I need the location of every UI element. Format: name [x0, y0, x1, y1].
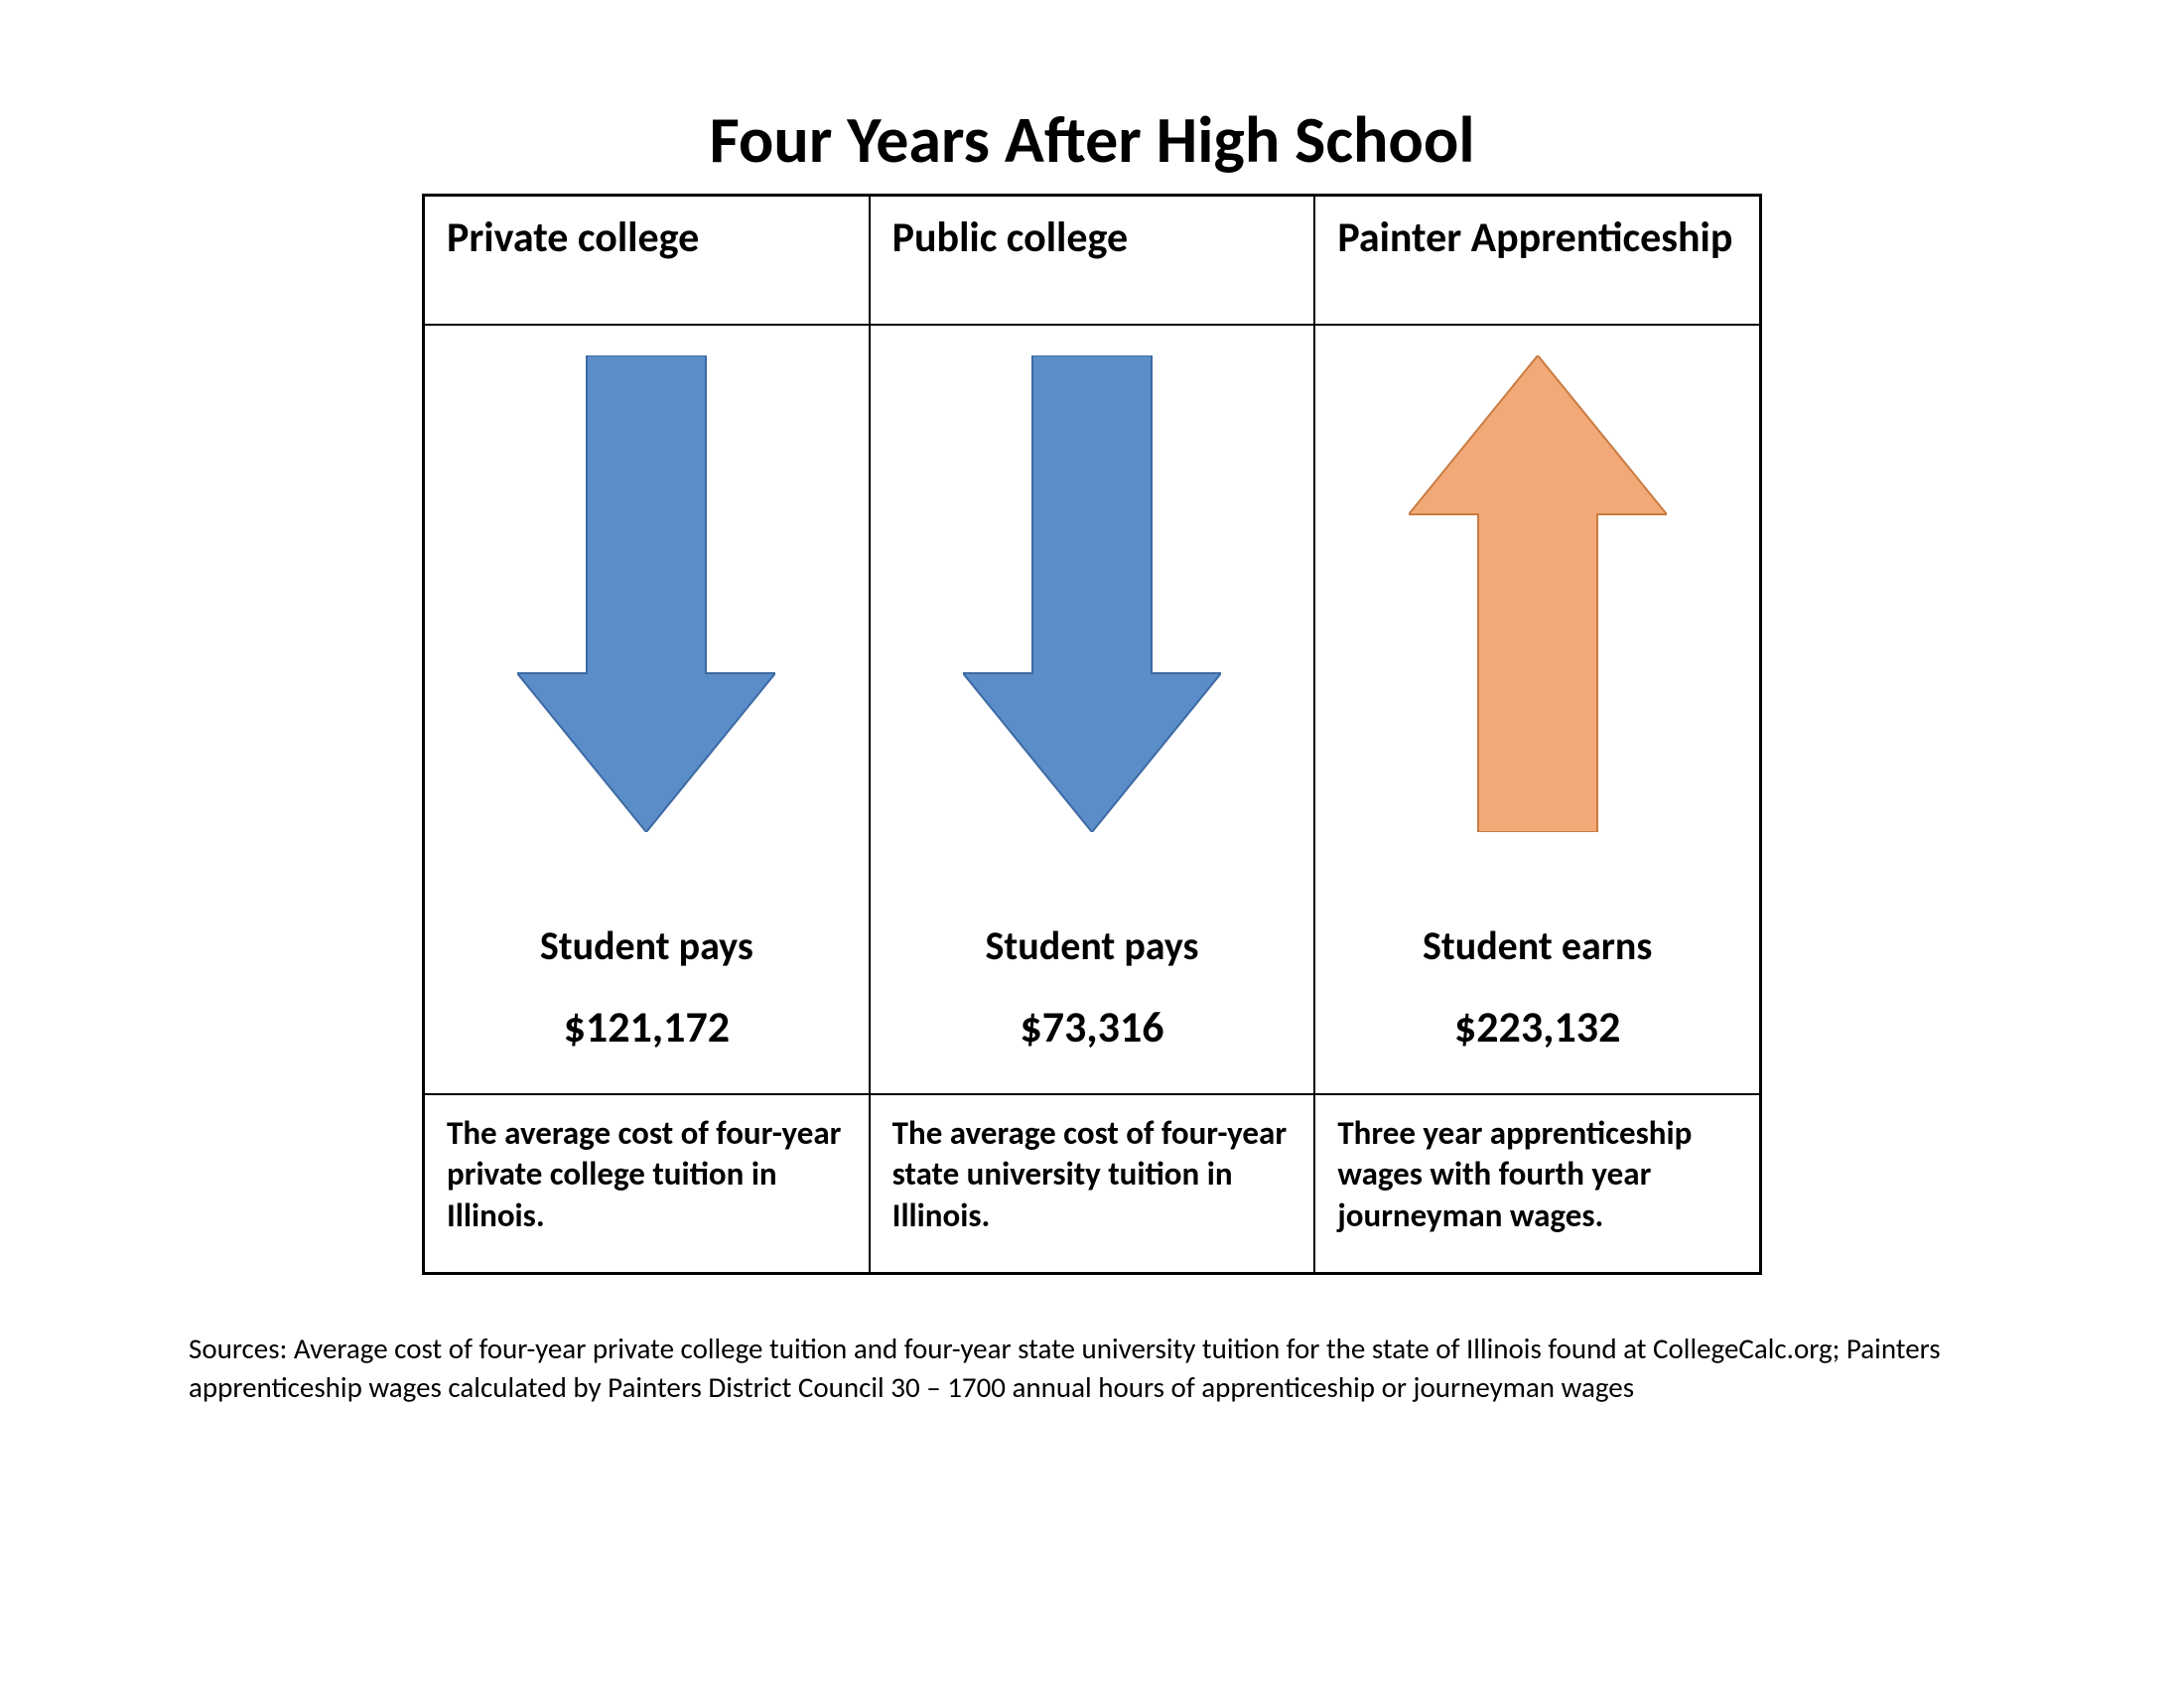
column-caption: Student pays [986, 921, 1199, 970]
column-caption: Student pays [540, 921, 753, 970]
arrow-path [517, 355, 775, 832]
column-amount: $223,132 [1454, 1000, 1620, 1054]
column-amount: $73,316 [1020, 1000, 1163, 1054]
column-amount: $121,172 [564, 1000, 730, 1054]
column-header: Public college [870, 196, 1315, 325]
arrow-up-icon [1409, 355, 1667, 892]
column-body: Student pays $73,316 [870, 325, 1315, 1094]
column-footer: The average cost of four-year state univ… [870, 1094, 1315, 1273]
column-footer: The average cost of four-year private co… [424, 1094, 870, 1273]
arrow-down-icon [517, 355, 775, 892]
sources-text: Sources: Average cost of four-year priva… [189, 1330, 1995, 1407]
column-header: Painter Apprenticeship [1314, 196, 1760, 325]
column-header: Private college [424, 196, 870, 325]
column-caption: Student earns [1423, 921, 1652, 970]
arrow-path [1409, 355, 1667, 832]
arrow-down-icon [963, 355, 1221, 892]
page-title: Four Years After High School [189, 99, 1995, 180]
comparison-table: Private college Public college Painter A… [422, 194, 1762, 1275]
column-footer: Three year apprenticeship wages with fou… [1314, 1094, 1760, 1273]
arrow-path [963, 355, 1221, 832]
column-body: Student pays $121,172 [424, 325, 870, 1094]
column-body: Student earns $223,132 [1314, 325, 1760, 1094]
page: Four Years After High School Private col… [0, 0, 2184, 1688]
